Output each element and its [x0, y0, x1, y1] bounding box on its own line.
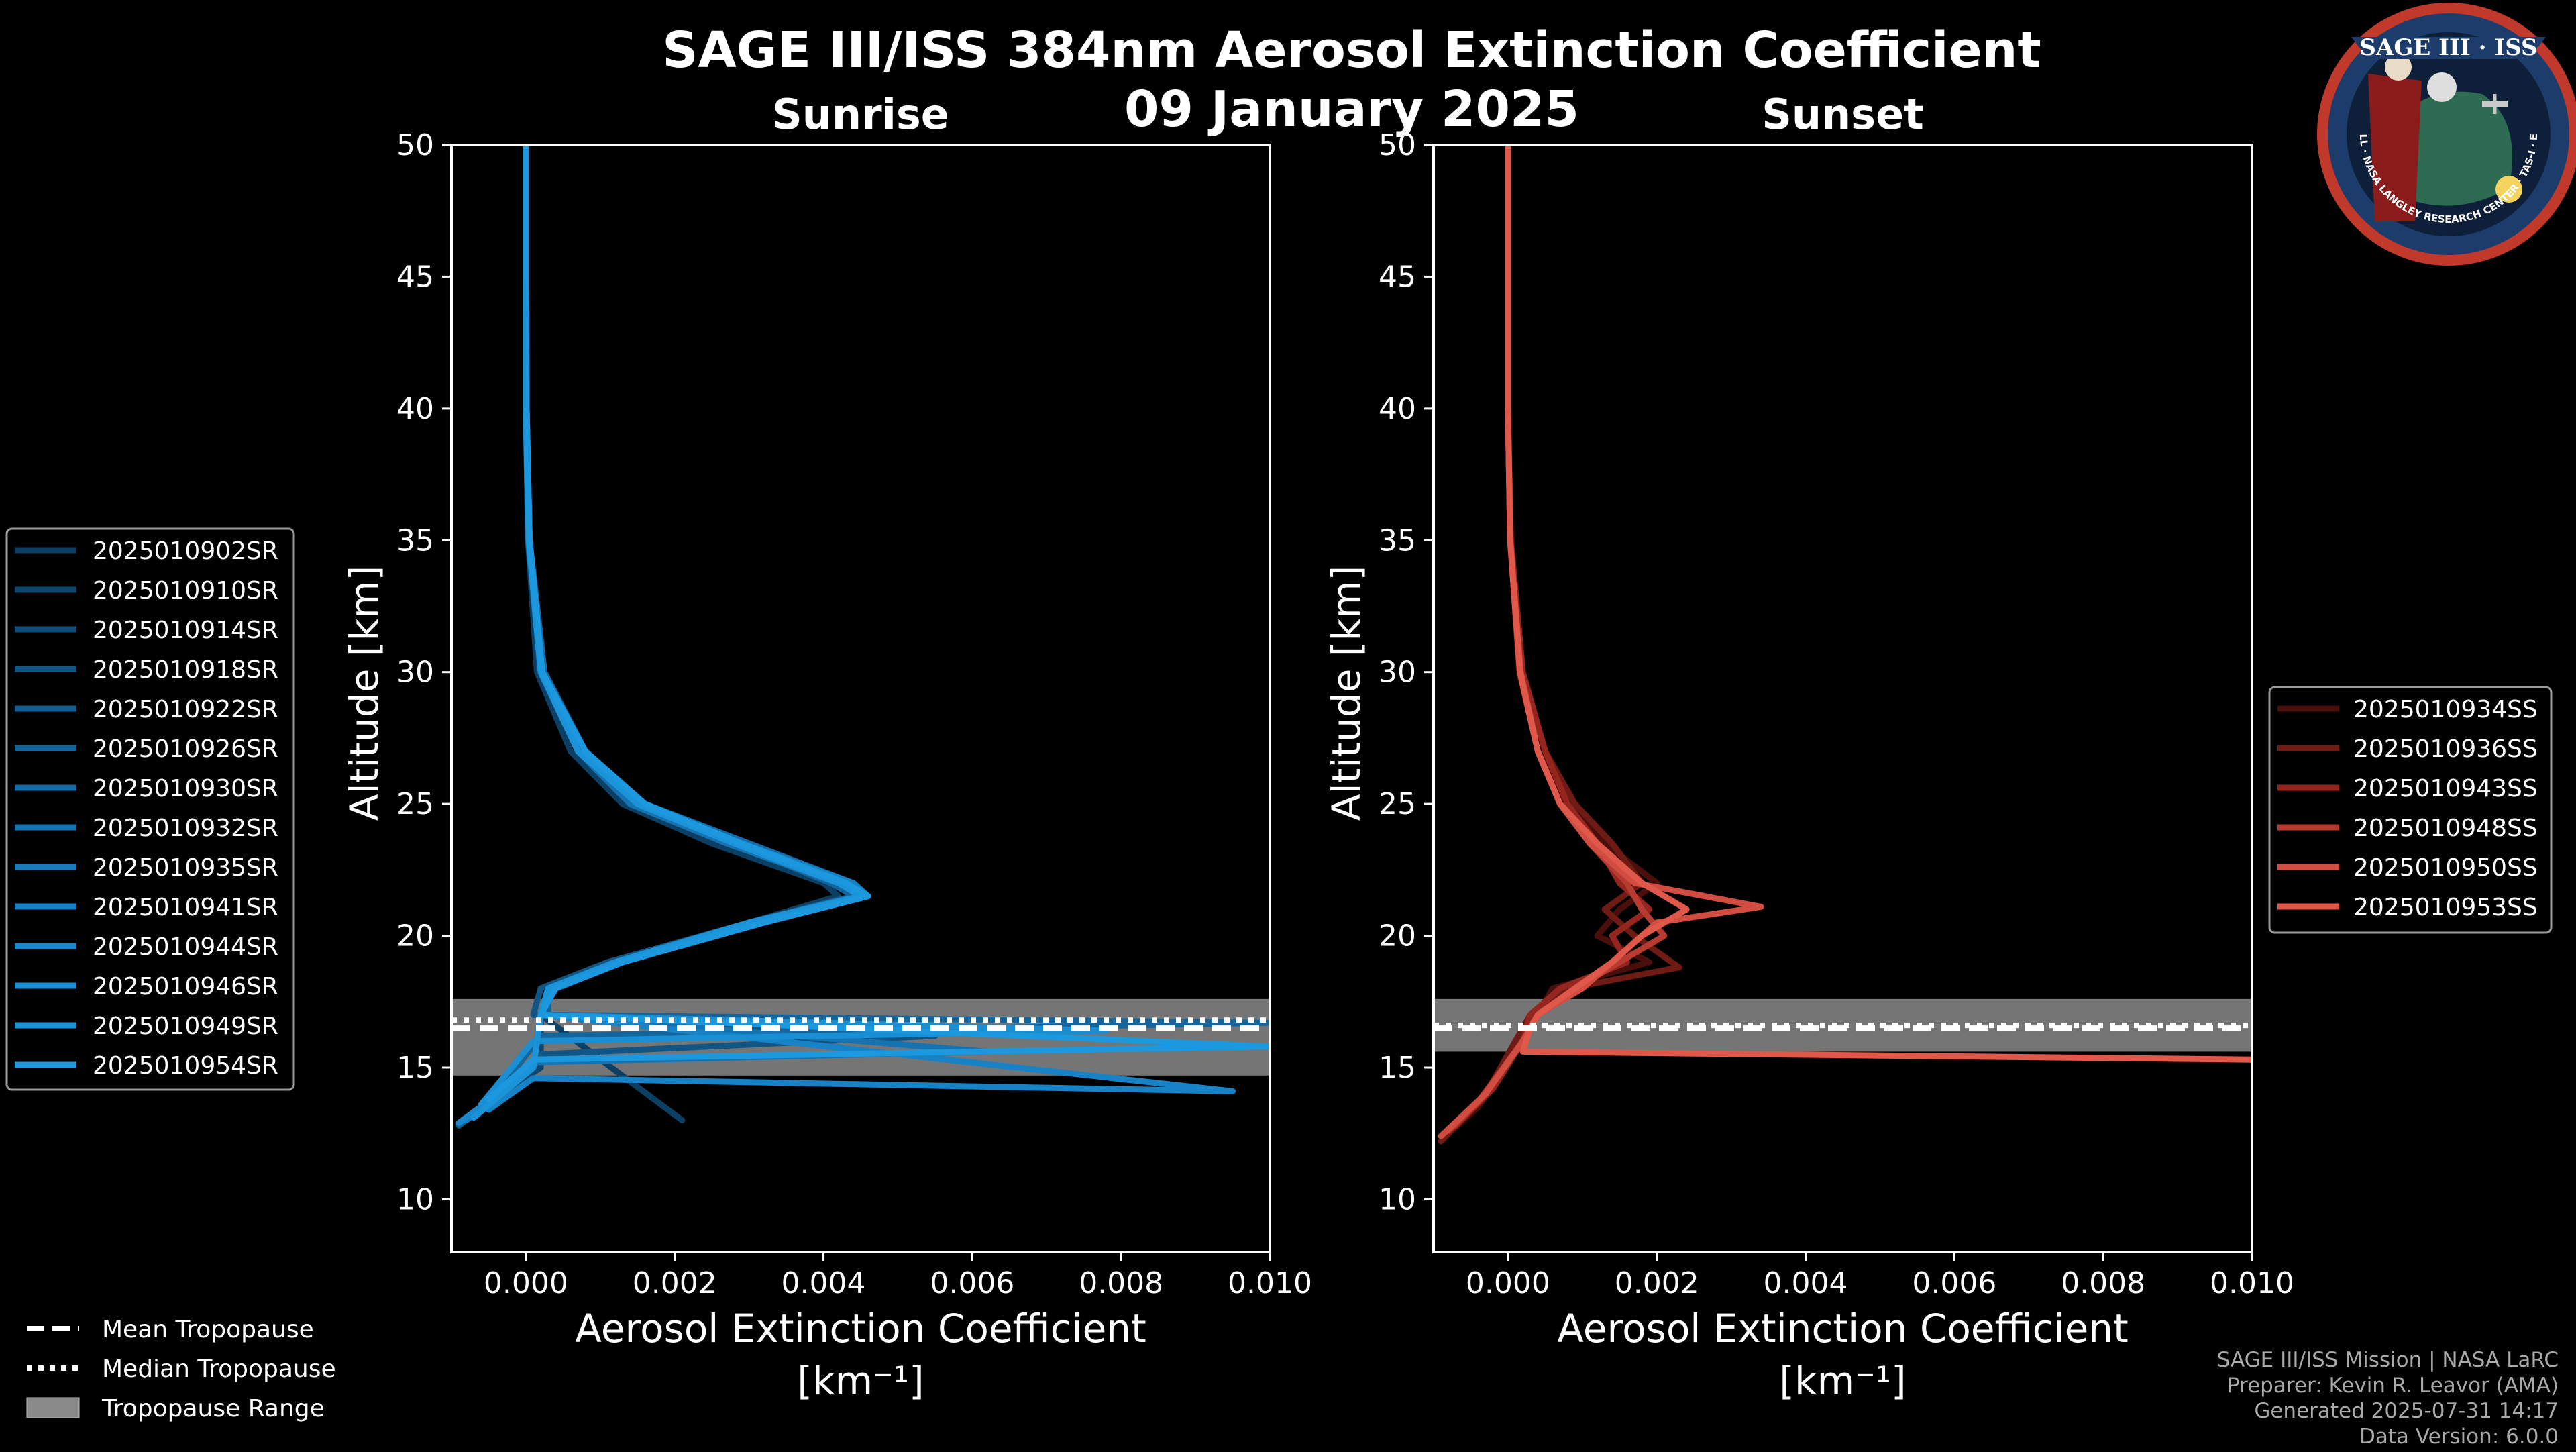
- sunset-xtick-label: 0.004: [1764, 1266, 1848, 1300]
- sunset-panel-title: Sunset: [1762, 90, 1924, 139]
- sunset-legend: 2025010934SS 2025010936SS 2025010943SS 2025…: [2268, 686, 2553, 934]
- sunrise-xaxis-label: Aerosol Extinction Coefficient: [575, 1306, 1146, 1351]
- sunset-xtick-label: 0.000: [1466, 1266, 1550, 1300]
- sunset-axes-frame: [1432, 144, 2253, 1253]
- sunrise-legend-label: 2025010954SR: [93, 1052, 278, 1080]
- sunrise-profile-2025010954SR: [486, 145, 1270, 1102]
- sunset-yaxis-label: Altitude [km]: [1324, 566, 1369, 821]
- sunset-ytick-label: 50: [1379, 128, 1416, 162]
- sunrise-legend-label: 2025010944SR: [93, 933, 278, 961]
- sunrise-legend-label: 2025010918SR: [93, 656, 278, 684]
- sunset-legend-label: 2025010936SS: [2353, 735, 2538, 763]
- sunrise-legend-label: 2025010949SR: [93, 1013, 278, 1040]
- sunset-profile-2025010953SS: [1505, 145, 2252, 1063]
- sunset-ytick-label: 30: [1379, 656, 1416, 690]
- sunrise-legend-label: 2025010932SR: [93, 815, 278, 842]
- sunrise-panel-title: Sunrise: [772, 90, 949, 139]
- sunset-ytick-label: 25: [1379, 787, 1416, 821]
- sunset-ytick-label: 35: [1379, 523, 1416, 558]
- sunrise-xtick-label: 0.000: [484, 1266, 568, 1300]
- sunset-legend-label: 2025010953SS: [2353, 894, 2538, 921]
- sunset-panel: 0.000 0.002 0.004 0.006 0.008 0.010 10 15 20 25 30…: [1324, 128, 2294, 1404]
- sunrise-ytick-label: 40: [396, 392, 434, 426]
- logo-banner: [2351, 37, 2546, 59]
- tropopause-range-swatch: [26, 1397, 80, 1418]
- sunrise-legend-frame: [5, 527, 295, 1091]
- sunrise-legend-label: 2025010930SR: [93, 775, 278, 802]
- credit-data-version: Data Version: 6.0.0: [2359, 1424, 2559, 1449]
- logo-text: SAGE III · ISS: [2359, 34, 2537, 61]
- sunrise-xtick-label: 0.010: [1228, 1266, 1312, 1300]
- credits: SAGE III/ISS Mission | NASA LaRC Prepare…: [2217, 1348, 2559, 1449]
- sunrise-xtick-label: 0.006: [930, 1266, 1014, 1300]
- tropopause-legend: Mean Tropopause Median Tropopause Tropop…: [26, 1316, 336, 1422]
- sunrise-legend: 2025010902SR 2025010910SR 2025010914SR 2025…: [5, 527, 295, 1091]
- sunrise-axes-frame: [450, 144, 1271, 1253]
- figure-head-icon: [2385, 54, 2412, 81]
- sunset-ytick-label: 10: [1379, 1182, 1416, 1216]
- sunset-ytick-label: 40: [1379, 392, 1416, 426]
- sunset-legend-label: 2025010943SS: [2353, 775, 2538, 802]
- sunrise-legend-label: 2025010946SR: [93, 973, 278, 1000]
- sunset-ytick-label: 20: [1379, 919, 1416, 953]
- tropopause-range-label: Tropopause Range: [101, 1395, 325, 1422]
- sunrise-legend-label: 2025010922SR: [93, 696, 278, 723]
- sunrise-ytick-label: 45: [396, 260, 434, 294]
- sunrise-legend-label: 2025010910SR: [93, 577, 278, 605]
- figure-robe-icon: [2368, 74, 2422, 221]
- credit-generated: Generated 2025-07-31 14:17: [2254, 1399, 2559, 1423]
- moon-icon: [2427, 72, 2457, 102]
- sun-icon: [2496, 176, 2522, 203]
- sunrise-ytick-label: 25: [396, 787, 434, 821]
- sunrise-ytick-label: 20: [396, 919, 434, 953]
- sunset-xtick-label: 0.010: [2210, 1266, 2294, 1300]
- sunset-xaxis-unit: [km⁻¹]: [1779, 1358, 1906, 1404]
- sunset-xtick-label: 0.002: [1615, 1266, 1699, 1300]
- figure-date: 09 January 2025: [1124, 81, 1579, 138]
- sunrise-xaxis-unit: [km⁻¹]: [797, 1358, 924, 1404]
- sunrise-panel: 0.000 0.002 0.004 0.006 0.008 0.010 10 15 20 25 30…: [341, 128, 1312, 1404]
- sunrise-yaxis-label: Altitude [km]: [341, 566, 387, 821]
- sunrise-legend-label: 2025010935SR: [93, 854, 278, 882]
- credit-preparer: Preparer: Kevin R. Leavor (AMA): [2227, 1373, 2559, 1398]
- sunrise-legend-label: 2025010926SR: [93, 735, 278, 763]
- sunrise-legend-label: 2025010902SR: [93, 537, 278, 565]
- sunrise-xtick-label: 0.004: [782, 1266, 866, 1300]
- sunset-xtick-label: 0.008: [2061, 1266, 2145, 1300]
- sunset-ytick-label: 15: [1379, 1051, 1416, 1085]
- sunrise-legend-label: 2025010914SR: [93, 617, 278, 644]
- sunrise-ytick-label: 10: [396, 1182, 434, 1216]
- figure-title: SAGE III/ISS 384nm Aerosol Extinction Co…: [662, 21, 2041, 79]
- mean-tropopause-label: Mean Tropopause: [102, 1316, 314, 1343]
- credit-mission: SAGE III/ISS Mission | NASA LaRC: [2217, 1348, 2559, 1372]
- sunset-legend-label: 2025010950SS: [2353, 854, 2538, 882]
- sunset-xaxis-label: Aerosol Extinction Coefficient: [1557, 1306, 2129, 1351]
- sunset-legend-label: 2025010948SS: [2353, 815, 2538, 842]
- sunrise-legend-label: 2025010941SR: [93, 894, 278, 921]
- sunrise-ytick-label: 50: [396, 128, 434, 162]
- sunset-legend-label: 2025010934SS: [2353, 696, 2538, 723]
- sunrise-ytick-label: 15: [396, 1051, 434, 1085]
- sunrise-xtick-label: 0.002: [633, 1266, 717, 1300]
- sunset-legend-frame: [2268, 686, 2553, 934]
- median-tropopause-label: Median Tropopause: [102, 1355, 336, 1383]
- sunset-xtick-label: 0.006: [1912, 1266, 1996, 1300]
- sunrise-ytick-label: 35: [396, 523, 434, 558]
- sunrise-ytick-label: 30: [396, 656, 434, 690]
- sunrise-xtick-label: 0.008: [1079, 1266, 1163, 1300]
- sunset-ytick-label: 45: [1379, 260, 1416, 294]
